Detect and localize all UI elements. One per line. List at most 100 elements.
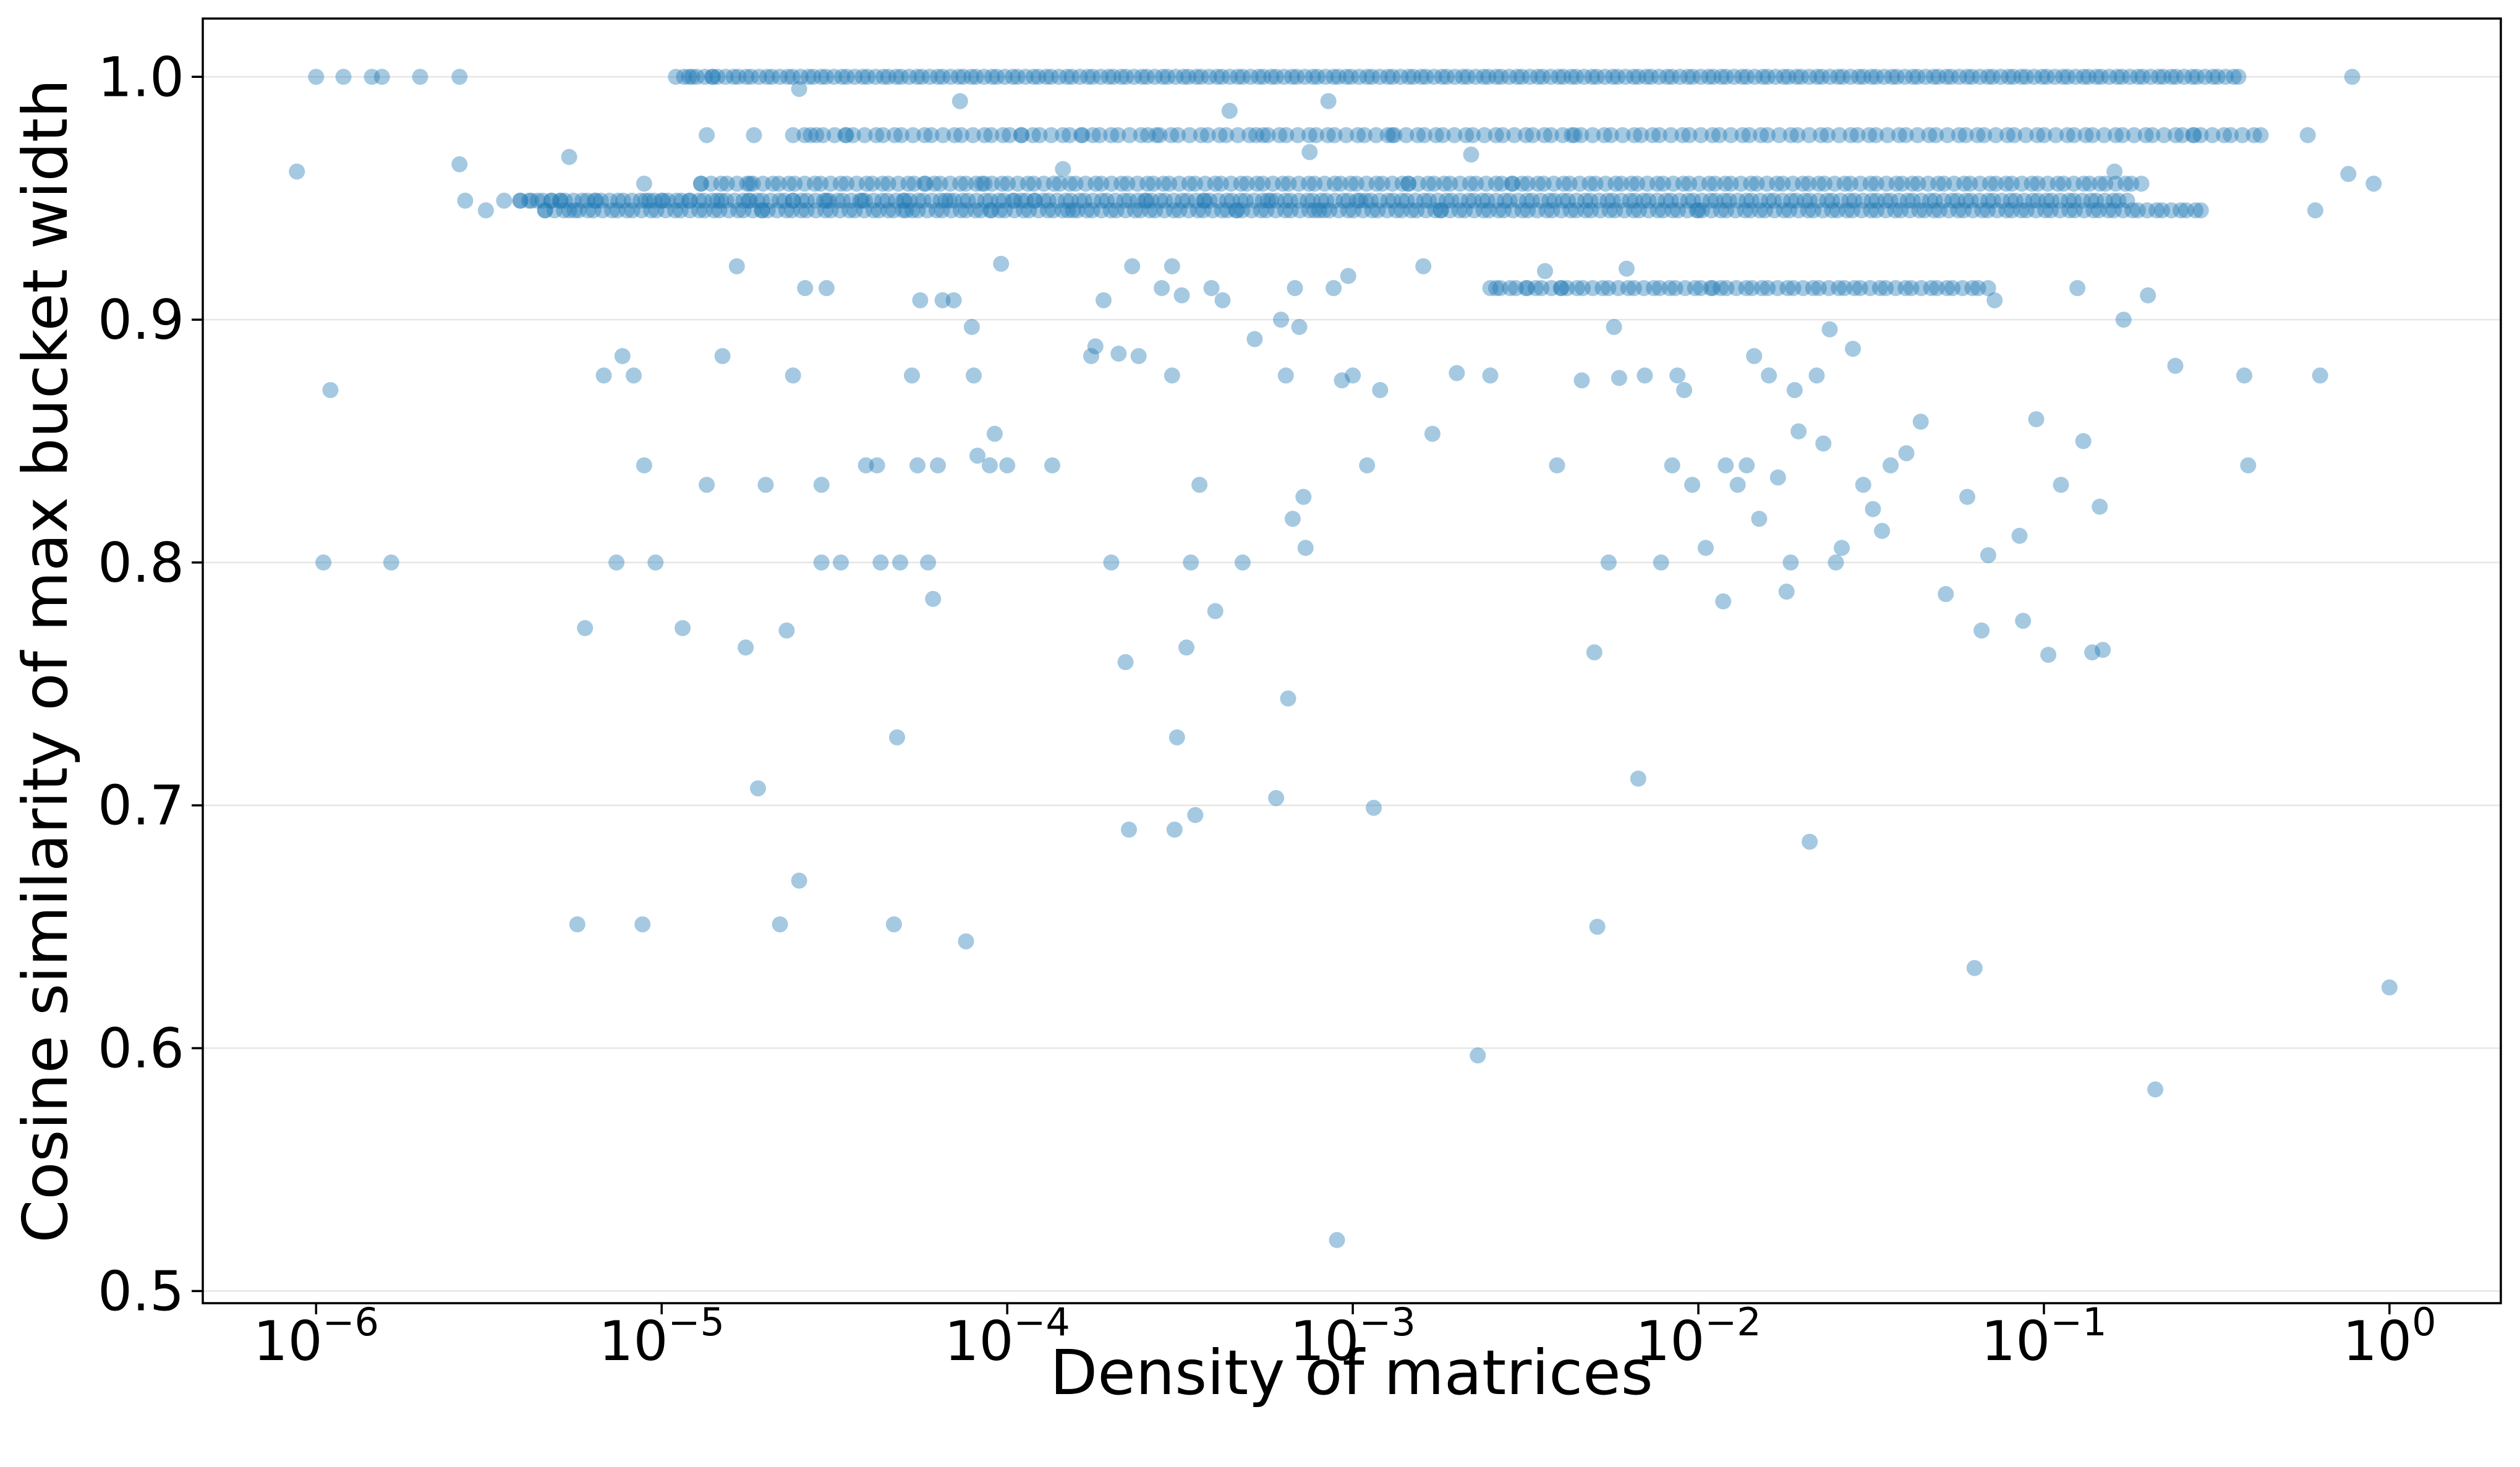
scatter-point	[1379, 69, 1396, 85]
scatter-point	[1878, 176, 1895, 192]
scatter-point	[1543, 69, 1559, 85]
scatter-point	[1935, 192, 1952, 209]
scatter-point	[1993, 69, 2009, 85]
scatter-point	[322, 382, 339, 398]
scatter-point	[1067, 176, 1084, 192]
scatter-point	[1971, 192, 1988, 209]
scatter-point	[1721, 192, 1737, 209]
scatter-point	[1828, 554, 1844, 571]
scatter-point	[1743, 192, 1760, 209]
scatter-point	[1533, 280, 1550, 296]
scatter-point	[2091, 202, 2107, 219]
scatter-point	[848, 176, 865, 192]
scatter-point	[2053, 477, 2069, 493]
scatter-point	[1732, 176, 1749, 192]
scatter-point	[720, 202, 737, 219]
scatter-point	[1188, 192, 1204, 209]
scatter-point	[1664, 69, 1680, 85]
scatter-point	[699, 127, 715, 143]
scatter-point	[1544, 202, 1560, 219]
scatter-point	[1326, 280, 1342, 296]
scatter-point	[1507, 280, 1524, 296]
scatter-point	[1727, 202, 1744, 219]
scatter-point	[1446, 127, 1463, 143]
scatter-point	[728, 258, 745, 274]
scatter-point	[1426, 69, 1442, 85]
scatter-point	[784, 69, 801, 85]
scatter-point	[793, 202, 809, 219]
scatter-point	[2168, 69, 2184, 85]
scatter-point	[1554, 127, 1571, 143]
scatter-point	[1330, 69, 1347, 85]
scatter-point	[1126, 202, 1143, 219]
scatter-point	[786, 176, 803, 192]
scatter-point	[2189, 69, 2205, 85]
scatter-point	[1519, 280, 1536, 296]
y-tick-label: 0.9	[98, 288, 184, 352]
scatter-point	[1528, 280, 1544, 296]
scatter-point	[1432, 202, 1449, 219]
scatter-point	[1627, 192, 1643, 209]
scatter-point	[1655, 176, 1672, 192]
scatter-point	[1588, 69, 1605, 85]
scatter-point	[1439, 69, 1455, 85]
scatter-point	[958, 176, 974, 192]
scatter-point	[1625, 69, 1642, 85]
scatter-point	[1103, 554, 1120, 571]
scatter-point	[2130, 69, 2147, 85]
scatter-point	[822, 202, 839, 219]
scatter-point	[1384, 69, 1401, 85]
scatter-point	[888, 192, 905, 209]
scatter-point	[1569, 280, 1585, 296]
scatter-point	[1463, 147, 1479, 163]
scatter-point	[1480, 69, 1497, 85]
scatter-point	[1018, 192, 1034, 209]
scatter-point	[856, 202, 872, 219]
scatter-point	[1561, 176, 1578, 192]
scatter-point	[2123, 176, 2140, 192]
scatter-point	[335, 69, 352, 85]
scatter-point	[1610, 280, 1627, 296]
scatter-point	[1591, 192, 1607, 209]
scatter-point	[1292, 202, 1308, 219]
scatter-point	[934, 69, 951, 85]
scatter-point	[1753, 127, 1769, 143]
scatter-point	[1821, 321, 1838, 338]
scatter-point	[2240, 457, 2257, 474]
scatter-point	[682, 192, 699, 209]
scatter-point	[2006, 127, 2022, 143]
scatter-point	[1201, 69, 1217, 85]
scatter-point	[1134, 69, 1151, 85]
scatter-point	[1110, 127, 1126, 143]
scatter-point	[1930, 69, 1947, 85]
scatter-point	[1761, 192, 1777, 209]
scatter-point	[2205, 69, 2221, 85]
scatter-point	[1884, 69, 1901, 85]
scatter-point	[943, 202, 960, 219]
scatter-point	[1398, 127, 1415, 143]
scatter-point	[643, 202, 659, 219]
scatter-point	[1348, 176, 1364, 192]
scatter-point	[1831, 280, 1847, 296]
scatter-point	[2137, 127, 2154, 143]
scatter-point	[754, 192, 770, 209]
scatter-point	[1587, 176, 1604, 192]
scatter-point	[2016, 192, 2033, 209]
scatter-point	[574, 192, 590, 209]
scatter-point	[1282, 192, 1298, 209]
scatter-point	[1017, 69, 1034, 85]
scatter-point	[1584, 69, 1601, 85]
scatter-point	[1646, 280, 1662, 296]
scatter-point	[537, 202, 553, 219]
scatter-point	[1488, 127, 1504, 143]
scatter-point	[1625, 280, 1642, 296]
scatter-point	[1613, 192, 1630, 209]
scatter-point	[1157, 192, 1173, 209]
scatter-point	[2381, 979, 2398, 996]
scatter-point	[743, 69, 759, 85]
scatter-point	[595, 367, 612, 384]
scatter-point	[1193, 127, 1209, 143]
scatter-point	[2140, 287, 2156, 304]
scatter-point	[1057, 192, 1074, 209]
scatter-point	[1514, 202, 1531, 219]
